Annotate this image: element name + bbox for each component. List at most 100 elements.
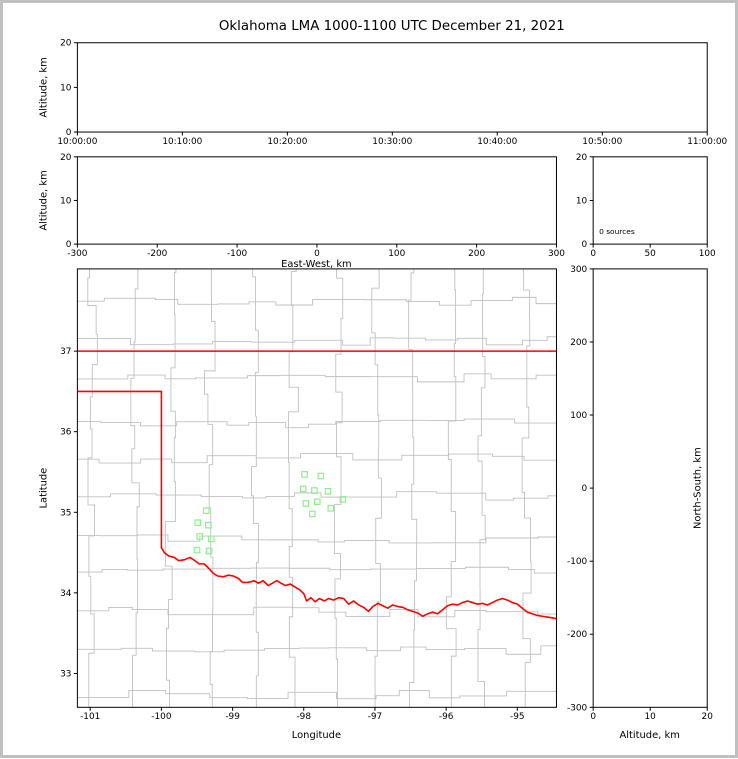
y-tick-label: 36 bbox=[60, 428, 72, 438]
lma-station-marker bbox=[313, 498, 321, 506]
lma-station-marker bbox=[308, 510, 316, 518]
y-tick-label: 200 bbox=[570, 338, 587, 348]
y-tick-label: 33 bbox=[60, 669, 71, 679]
x-tick-label: -101 bbox=[80, 712, 100, 722]
state-border-red-river bbox=[160, 546, 557, 620]
y-tick-label: 0 bbox=[66, 128, 72, 138]
county-boundaries bbox=[77, 268, 557, 708]
lma-stations bbox=[193, 471, 347, 555]
y-tick-label: 20 bbox=[60, 153, 72, 163]
lma-station-marker bbox=[193, 546, 201, 554]
y-tick-label: 10 bbox=[576, 196, 588, 206]
plan-view-map-panel: -101 -100 -99 -98 -97 -96 -95 33 34 35 36 37 bbox=[60, 268, 557, 722]
county-line bbox=[334, 268, 344, 708]
lma-station-marker bbox=[196, 533, 204, 540]
lma-station-marker bbox=[327, 504, 335, 512]
county-line bbox=[408, 268, 418, 708]
y-tick-label: 34 bbox=[60, 589, 72, 599]
y-tick-label: 0 bbox=[582, 240, 588, 250]
ns-height-xlabel: Altitude, km bbox=[619, 730, 679, 741]
county-line bbox=[77, 534, 557, 544]
lma-station-marker bbox=[324, 488, 332, 495]
x-tick-label: -100 bbox=[227, 249, 248, 259]
x-tick-label: 11:00:00 bbox=[687, 137, 727, 147]
county-line bbox=[288, 268, 299, 708]
axes-frame bbox=[76, 156, 557, 245]
lma-station-marker bbox=[207, 535, 215, 543]
county-line bbox=[130, 268, 140, 708]
lma-station-marker bbox=[311, 487, 318, 494]
county-line bbox=[77, 296, 557, 306]
north-south-height-panel: 0 10 20 300 200 100 0 -100 -200 -300 bbox=[567, 265, 713, 722]
x-tick-label: 200 bbox=[468, 249, 485, 259]
altitude-histogram-panel: 0 50 100 0 10 20 bbox=[576, 153, 716, 259]
x-tick-label: -200 bbox=[147, 249, 168, 259]
x-tick-label: 10:10:00 bbox=[162, 137, 202, 147]
y-tick-label: -300 bbox=[567, 703, 588, 713]
y-tick-label: 10 bbox=[60, 196, 72, 206]
y-tick-label: 10 bbox=[60, 83, 72, 93]
y-tick-label: 20 bbox=[576, 153, 588, 163]
county-line bbox=[77, 606, 557, 618]
x-tick-label: -95 bbox=[510, 712, 525, 722]
lma-station-marker bbox=[302, 500, 310, 507]
y-tick-label: 0 bbox=[66, 240, 72, 250]
county-line bbox=[77, 690, 557, 700]
x-tick-label: 0 bbox=[590, 712, 596, 722]
county-line bbox=[164, 268, 177, 708]
x-tick-label: -300 bbox=[67, 249, 88, 259]
x-tick-label: 10:00:00 bbox=[57, 137, 97, 147]
county-line bbox=[87, 268, 98, 708]
lma-station-marker bbox=[301, 471, 308, 478]
county-line bbox=[251, 268, 259, 708]
y-tick-label: 37 bbox=[60, 347, 71, 357]
state-border bbox=[77, 350, 557, 620]
axes-frame bbox=[76, 268, 557, 708]
lma-station-marker bbox=[205, 521, 212, 529]
lma-station-marker bbox=[194, 519, 201, 527]
lma-station-marker bbox=[317, 472, 325, 480]
county-line bbox=[445, 268, 457, 708]
time-height-ylabel: Altitude, km bbox=[39, 57, 50, 117]
county-line bbox=[77, 373, 557, 383]
y-tick-label: 0 bbox=[582, 484, 588, 494]
x-tick-label: 10:40:00 bbox=[477, 137, 517, 147]
east-west-height-panel: -300 -200 -100 0 100 200 300 0 10 20 bbox=[60, 153, 565, 259]
map-xlabel: Longitude bbox=[292, 730, 341, 741]
source-count-annotation: 0 sources bbox=[599, 227, 635, 236]
x-tick-label: -96 bbox=[439, 712, 454, 722]
x-tick-label: 100 bbox=[699, 249, 716, 259]
county-line bbox=[77, 336, 557, 346]
county-line bbox=[77, 566, 557, 574]
county-line bbox=[77, 491, 557, 501]
ns-height-ylabel: North-South, km bbox=[692, 447, 703, 529]
x-tick-label: -97 bbox=[368, 712, 383, 722]
x-tick-label: 10 bbox=[645, 712, 657, 722]
chart-render-root: 10:00:00 10:10:00 10:20:00 10:30:00 10:40:00… bbox=[57, 39, 727, 722]
x-tick-label: 20 bbox=[702, 712, 714, 722]
y-tick-label: 300 bbox=[570, 265, 587, 275]
y-tick-label: 35 bbox=[60, 508, 71, 518]
axes-frame bbox=[592, 268, 708, 708]
county-line bbox=[77, 418, 557, 429]
lma-station-marker bbox=[205, 547, 213, 555]
y-tick-label: 20 bbox=[60, 39, 72, 49]
county-line bbox=[77, 645, 557, 655]
lma-station-marker bbox=[202, 507, 210, 514]
map-ylabel: Latitude bbox=[39, 468, 50, 509]
y-tick-label: -200 bbox=[567, 630, 588, 640]
x-tick-label: -98 bbox=[296, 712, 311, 722]
x-tick-label: 10:50:00 bbox=[582, 137, 622, 147]
ew-height-ylabel: Altitude, km bbox=[39, 170, 50, 230]
county-line bbox=[477, 268, 486, 708]
x-tick-label: -99 bbox=[225, 712, 240, 722]
x-tick-label: 300 bbox=[548, 249, 565, 259]
lma-station-marker bbox=[299, 485, 307, 493]
county-line bbox=[77, 453, 557, 464]
county-line bbox=[204, 268, 216, 708]
x-tick-label: 10:20:00 bbox=[267, 137, 307, 147]
x-tick-label: 0 bbox=[314, 249, 320, 259]
y-tick-label: -100 bbox=[567, 557, 588, 567]
county-line bbox=[521, 268, 532, 708]
